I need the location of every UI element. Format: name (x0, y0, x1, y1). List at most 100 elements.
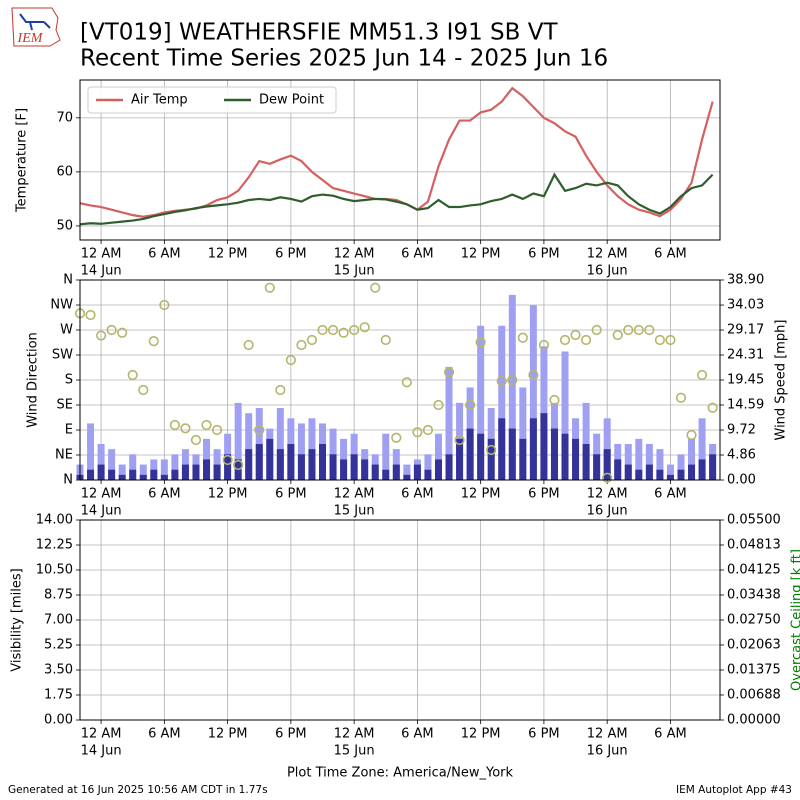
axes-frame (79, 279, 721, 481)
point (201, 419, 212, 431)
legend-box (87, 86, 337, 114)
bar (529, 305, 537, 480)
bar (361, 459, 369, 480)
y-tick-label: 70 (56, 110, 73, 125)
point (602, 472, 613, 483)
bar (624, 444, 632, 480)
bar (413, 464, 421, 480)
point (317, 324, 328, 336)
y2-tick-label: 0.04125 (727, 563, 781, 578)
bar (171, 454, 179, 480)
bar (203, 459, 211, 480)
y-tick-label: 1.75 (44, 688, 73, 703)
y-tick-label: 12.25 (36, 538, 73, 553)
bar (266, 438, 274, 480)
bar (329, 454, 337, 480)
y-tick-label: 14.00 (36, 513, 73, 528)
bar (139, 464, 147, 480)
x-tick-date: 14 Jun (81, 744, 122, 759)
y2-tick-label: 0.03438 (727, 587, 781, 602)
y-tick-label: 7.00 (44, 613, 73, 628)
y-tick-label: 50 (56, 218, 73, 233)
y2-tick-label: 4.86 (727, 448, 756, 463)
x-tick-date: 16 Jun (587, 264, 628, 279)
bar (308, 449, 316, 480)
y2-tick-label: 0.01375 (727, 663, 781, 678)
bar (445, 366, 453, 480)
bar (519, 438, 527, 480)
x-tick-label: 6 PM (275, 487, 306, 502)
bar (139, 474, 147, 480)
bar (456, 438, 464, 480)
bar (108, 469, 116, 480)
point (359, 322, 370, 333)
bar (97, 444, 105, 480)
y-tick-label: 3.50 (44, 663, 73, 678)
title: [VT019] WEATHERSFIE MM51.3 I91 SB VT (80, 20, 558, 46)
point (623, 324, 634, 336)
y2-tick-label: 0.05500 (727, 513, 781, 528)
bar (445, 454, 453, 480)
footer-app: IEM Autoplot App #43 (676, 784, 792, 796)
bar (688, 464, 696, 480)
bar (434, 459, 442, 480)
y2-tick-label: 29.17 (727, 323, 764, 338)
x-tick-label: 6 PM (275, 247, 306, 262)
legend-label: Dew Point (259, 93, 324, 108)
bar (150, 469, 158, 480)
bar (656, 449, 664, 480)
x-axis-label: Plot Time Zone: America/New_York (287, 766, 514, 781)
bar (698, 418, 706, 480)
x-tick-label: 12 AM (334, 727, 375, 742)
point (106, 324, 117, 336)
x-tick-label: 12 PM (461, 247, 501, 262)
y-tick-label: W (60, 323, 73, 338)
bar (466, 428, 474, 480)
x-tick-label: 12 AM (587, 487, 628, 502)
x-tick-label: 6 AM (401, 487, 434, 502)
bar (403, 464, 411, 480)
point (275, 384, 286, 396)
point (465, 399, 476, 411)
bar (593, 454, 601, 480)
bar (245, 449, 253, 480)
y-tick-label: S (65, 373, 73, 388)
x-tick-label: 12 AM (81, 247, 122, 262)
x-tick-label: 6 AM (401, 727, 434, 742)
x-tick-label: 12 PM (461, 727, 501, 742)
point (138, 384, 149, 396)
y2-tick-label: 14.59 (727, 397, 764, 412)
bar (529, 418, 537, 480)
bar (508, 428, 516, 480)
y2-tick-label: 9.72 (727, 423, 756, 438)
axes-frame (79, 519, 721, 721)
bar (108, 449, 116, 480)
bar (87, 423, 95, 480)
bar (171, 469, 179, 480)
point (306, 334, 318, 346)
bar (129, 454, 137, 480)
y-tick-label: N (63, 473, 73, 488)
x-tick-label: 6 PM (275, 727, 306, 742)
y-tick-label: SW (52, 348, 73, 363)
axes-frame (79, 79, 721, 241)
x-tick-date: 14 Jun (81, 504, 122, 519)
y-tick-label: 8.75 (44, 588, 73, 603)
y2-tick-label: 19.45 (727, 373, 764, 388)
y-axis-label: Wind Direction (26, 332, 41, 428)
bar (666, 464, 674, 480)
point (180, 423, 191, 434)
bar (498, 418, 506, 480)
point (401, 377, 412, 388)
bar (297, 454, 305, 480)
point (264, 282, 275, 293)
y2-tick-label: 0.00 (727, 473, 756, 488)
bar (508, 294, 516, 480)
x-tick-date: 15 Jun (334, 504, 375, 519)
bar (677, 454, 685, 480)
x-tick-label: 12 PM (461, 487, 501, 502)
plot-area (74, 282, 718, 483)
logo: IEM (11, 7, 61, 47)
point (570, 329, 581, 341)
